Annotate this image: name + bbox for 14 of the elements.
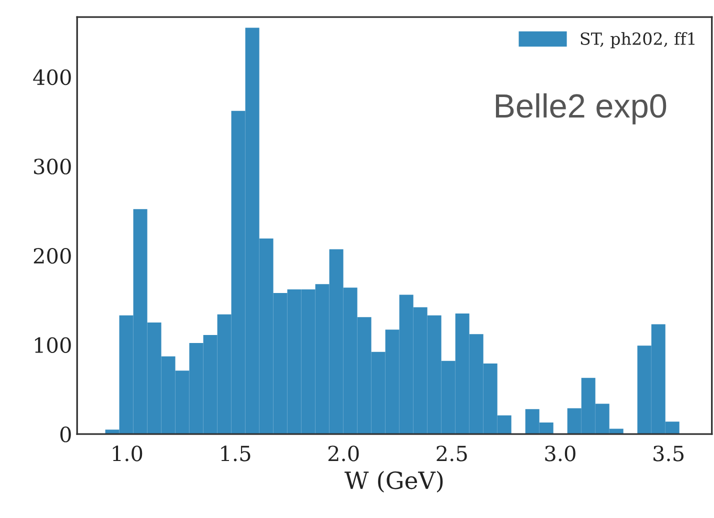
y-tick-label: 300 xyxy=(34,158,71,174)
x-tick-label: 2.5 xyxy=(436,446,467,462)
x-tick-label: 3.0 xyxy=(545,446,576,462)
y-tick-label: 400 xyxy=(33,69,71,86)
y-tick-label: 200 xyxy=(34,248,71,264)
y-tick-label: 0 xyxy=(60,426,71,442)
x-tick-label: 2.0 xyxy=(328,446,359,462)
x-axis-title: W (GeV) xyxy=(344,470,443,493)
x-tick-label: 1.5 xyxy=(221,446,250,462)
x-tick-label: 3.5 xyxy=(654,446,684,462)
y-tick-label: 100 xyxy=(35,337,71,354)
x-tick-label: 1.0 xyxy=(112,446,142,462)
legend-label: ST, ph202, ff1 xyxy=(580,32,694,48)
annotation: Belle2 exp0 xyxy=(496,93,666,124)
